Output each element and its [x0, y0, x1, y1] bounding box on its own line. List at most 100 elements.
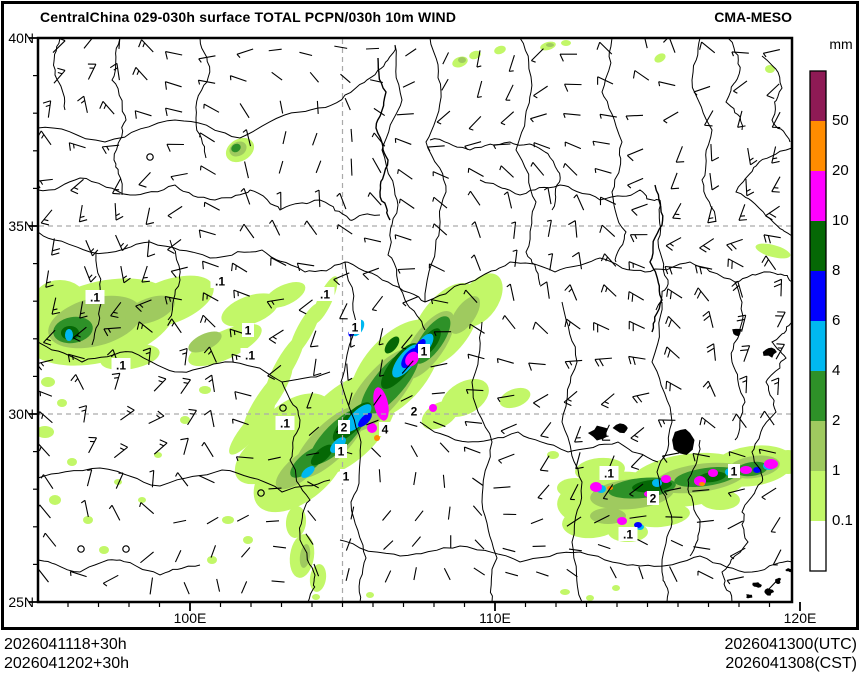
lat-axis-label: 35N: [8, 218, 34, 234]
wind-barb: [747, 147, 758, 166]
wind-barb: [148, 410, 165, 424]
wind-barb: [413, 567, 417, 581]
precip-blob: [180, 416, 190, 424]
wind-barb: [441, 78, 449, 91]
precip-blob: [65, 329, 73, 341]
wind-barb: [546, 219, 552, 237]
wind-barb: [476, 80, 483, 98]
wind-barb: [629, 515, 647, 519]
precip-blob: [199, 386, 211, 394]
wind-barb: [153, 439, 168, 455]
wind-barb: [170, 172, 188, 181]
precip-blob: [264, 282, 306, 308]
wind-barb: [663, 487, 682, 496]
wind-barb: [465, 389, 484, 394]
wind-barb: [627, 177, 644, 189]
precip-blob: [207, 556, 217, 564]
contour-label-box: [349, 320, 361, 334]
wind-barb: [771, 146, 780, 164]
wind-barb: [51, 238, 61, 256]
wind-barb: [52, 39, 66, 53]
precip-blob: [231, 143, 241, 153]
wind-barb: [771, 111, 781, 129]
contour-label: 1: [421, 345, 428, 359]
wind-barb: [706, 343, 716, 361]
wind-barb: [42, 532, 57, 547]
wind-barb: [775, 343, 785, 360]
wind-barb: [571, 251, 583, 270]
wind-barb: [729, 547, 746, 560]
precip-blob: [229, 401, 275, 455]
precip-blob: [358, 412, 372, 428]
wind-barb: [85, 240, 99, 257]
precip-blob: [561, 40, 571, 46]
wind-barb: [497, 394, 515, 403]
wind-barb: [442, 474, 446, 488]
wind-barb: [537, 484, 550, 500]
wind-barb: [539, 281, 550, 299]
colorbar-segment: [810, 321, 826, 371]
precip-blob: [67, 458, 77, 466]
wind-barb: [599, 224, 616, 237]
wind-barb: [86, 469, 93, 487]
wind-barb: [371, 295, 384, 312]
border-line: [561, 301, 583, 601]
contour-label: 1: [245, 324, 252, 338]
wind-barb: [658, 81, 676, 87]
wind-barb: [198, 475, 215, 484]
wind-barb: [511, 221, 517, 239]
precip-blob: [740, 466, 752, 474]
wind-barb: [704, 110, 714, 127]
wind-barb: [775, 311, 786, 328]
wind-barb: [694, 287, 710, 302]
wind-barb: [474, 539, 485, 550]
wind-barb: [601, 424, 611, 441]
wind-barb: [87, 63, 97, 80]
wind-barb: [532, 321, 549, 335]
border-line: [339, 539, 791, 573]
contour-label-box: [210, 274, 230, 288]
wind-barb: [316, 100, 319, 114]
wind-barb: [198, 229, 216, 238]
wind-barb: [731, 280, 744, 298]
wind-barb: [109, 62, 120, 81]
wind-barb: [153, 375, 167, 392]
contour-label: 2: [650, 492, 657, 506]
wind-barb: [666, 288, 683, 300]
lat-axis-label: 30N: [8, 406, 34, 422]
wind-barb: [530, 162, 545, 176]
contour-label: 4: [382, 423, 389, 437]
wind-barb: [439, 442, 450, 453]
precip-blob: [661, 475, 671, 483]
wind-barb: [559, 53, 578, 62]
lat-axis-label: 40N: [8, 30, 34, 46]
precip-blob: [344, 404, 372, 432]
wind-barb: [692, 489, 710, 492]
wind-barb: [203, 201, 220, 211]
wind-barb: [378, 469, 381, 483]
contour-label-box: [275, 416, 295, 430]
contour-label-box: [647, 491, 659, 505]
wind-barb: [233, 289, 250, 299]
wind-barb: [339, 303, 348, 320]
colorbar-value-label: 10: [832, 212, 849, 229]
wind-barb: [113, 443, 128, 459]
wind-barb: [568, 548, 582, 552]
wind-barb: [239, 223, 255, 239]
wind-barb: [383, 540, 394, 550]
wind-barb: [179, 347, 188, 366]
wind-barb: [670, 172, 680, 190]
contour-label-box: [338, 420, 350, 434]
colorbar-value-label: 4: [832, 362, 841, 379]
wind-barb: [669, 566, 678, 583]
wind-barb: [299, 51, 313, 57]
wind-barb: [564, 284, 578, 301]
wind-barb: [78, 204, 88, 223]
wind-barb: [672, 202, 682, 220]
precip-blob: [39, 426, 54, 438]
wind-barb: [39, 178, 53, 189]
wind-barb: [271, 580, 285, 583]
wind-barb: [663, 346, 680, 359]
contour-label-box: [618, 527, 638, 541]
wind-barb: [187, 408, 197, 426]
